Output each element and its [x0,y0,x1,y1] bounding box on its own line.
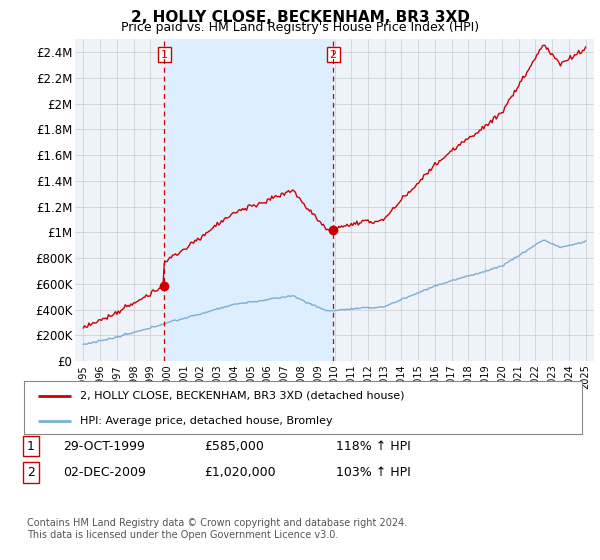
Text: 2: 2 [27,466,35,479]
Text: 118% ↑ HPI: 118% ↑ HPI [336,440,411,452]
Text: 2, HOLLY CLOSE, BECKENHAM, BR3 3XD (detached house): 2, HOLLY CLOSE, BECKENHAM, BR3 3XD (deta… [80,391,404,401]
Text: 1: 1 [27,440,35,452]
Text: 2: 2 [329,49,337,59]
Text: 02-DEC-2009: 02-DEC-2009 [63,466,146,479]
Text: Contains HM Land Registry data © Crown copyright and database right 2024.
This d: Contains HM Land Registry data © Crown c… [27,518,407,540]
Text: Price paid vs. HM Land Registry's House Price Index (HPI): Price paid vs. HM Land Registry's House … [121,21,479,34]
Text: HPI: Average price, detached house, Bromley: HPI: Average price, detached house, Brom… [80,416,332,426]
Text: £1,020,000: £1,020,000 [204,466,275,479]
Text: 29-OCT-1999: 29-OCT-1999 [63,440,145,452]
Text: 1: 1 [161,49,168,59]
Text: 2, HOLLY CLOSE, BECKENHAM, BR3 3XD: 2, HOLLY CLOSE, BECKENHAM, BR3 3XD [131,10,469,25]
Bar [164,39,333,361]
Text: £585,000: £585,000 [204,440,264,452]
Text: 103% ↑ HPI: 103% ↑ HPI [336,466,411,479]
